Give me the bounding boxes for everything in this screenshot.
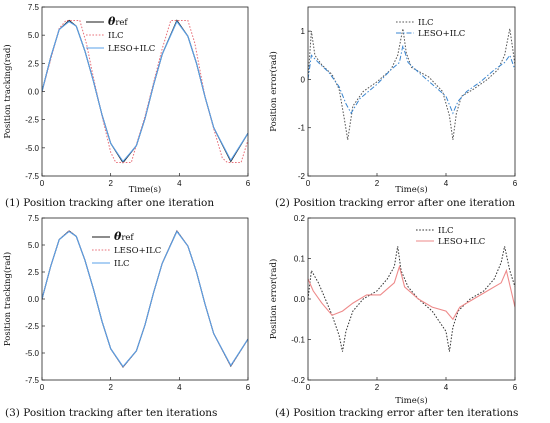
series-line-2	[308, 45, 515, 115]
x-tick-label: 0	[306, 383, 311, 392]
y-tick-label: -5.0	[25, 349, 39, 358]
series-line-1	[42, 19, 248, 164]
legend-label: θref	[108, 15, 128, 28]
x-axis-label: Time(s)	[395, 184, 427, 195]
series-line-2	[308, 264, 515, 321]
x-tick-label: 2	[108, 179, 113, 188]
x-tick-label: 4	[444, 383, 449, 392]
chart-panel-3: 0 2 4 6 7.5 5.0 2.5 0.0 -2.5 -5.0 -7.5 Position tra…	[2, 214, 251, 419]
series-line-1	[308, 246, 515, 352]
series-line-1	[308, 28, 515, 140]
y-tick-label: -1	[298, 124, 306, 133]
y-tick-label: 2.5	[28, 59, 40, 68]
y-tick-label: 7.5	[28, 214, 40, 223]
x-tick-label: 4	[177, 179, 182, 188]
y-tick-label: -2	[298, 172, 306, 181]
y-tick-label: 0.0	[28, 295, 40, 304]
y-tick-label: 5.0	[28, 31, 40, 40]
y-tick-label: -2.5	[25, 322, 39, 331]
panel-caption: (2) Position tracking error after one it…	[275, 197, 515, 209]
x-tick-label: 6	[246, 383, 251, 392]
y-tick-label: -7.5	[25, 172, 39, 181]
chart-panel-4: 0 2 4 6 0.2 0.1 0.0 -0.1 -0.2 Time(s) Position err…	[268, 214, 518, 419]
legend-label: ILC	[438, 226, 454, 236]
y-tick-label: -0.1	[291, 336, 305, 345]
legend-label: ILC	[418, 18, 434, 28]
y-axis-label: Position tracking(rad)	[2, 252, 13, 346]
y-axis-label: Position tracking(rad)	[2, 44, 13, 138]
y-tick-label: 0	[301, 75, 306, 84]
plot-frame	[41, 217, 249, 381]
chart-panel-1: 0 2 4 6 7.5 5.0 2.5 0.0 -2.5 -5.0 -7.5 Time(s) Posit…	[2, 3, 251, 209]
y-tick-label: 7.5	[28, 3, 40, 12]
plot-frame	[41, 6, 249, 177]
x-tick-label: 0	[306, 179, 311, 188]
y-tick-label: 0.2	[294, 214, 306, 223]
legend-label: LESO+ILC	[114, 246, 161, 256]
x-tick-label: 0	[40, 179, 45, 188]
y-axis-label: Position error(rad)	[268, 259, 279, 340]
y-axis-label: Position error(rad)	[268, 51, 279, 132]
x-tick-label: 6	[513, 179, 518, 188]
x-tick-label: 2	[375, 179, 380, 188]
y-tick-label: 0.0	[28, 88, 40, 97]
y-tick-label: -7.5	[25, 376, 39, 385]
x-tick-label: 6	[513, 383, 518, 392]
y-tick-label: -2.5	[25, 116, 39, 125]
series-line-3	[42, 20, 248, 163]
panel-caption: (1) Position tracking after one iteratio…	[5, 197, 214, 209]
x-axis-label: Time(s)	[395, 395, 427, 406]
series-line-2	[42, 20, 248, 163]
x-tick-label: 2	[108, 383, 113, 392]
chart-panel-2: 0 2 4 6 1 0 -1 -2 Time(s) Position error(rad) ILCL…	[268, 6, 518, 209]
y-tick-label: 1	[301, 27, 306, 36]
y-tick-label: 2.5	[28, 268, 40, 277]
legend-label: LESO+ILC	[418, 29, 465, 39]
x-tick-label: 4	[444, 179, 449, 188]
legend-label: LESO+ILC	[108, 44, 155, 54]
x-tick-label: 4	[177, 383, 182, 392]
y-tick-label: 5.0	[28, 241, 40, 250]
legend-label: ILC	[114, 259, 130, 269]
panel-caption: (3) Position tracking after ten iteratio…	[5, 407, 217, 419]
y-tick-label: -5.0	[25, 144, 39, 153]
legend-label: θref	[114, 230, 134, 243]
x-tick-label: 0	[40, 383, 45, 392]
legend-label: ILC	[108, 31, 124, 41]
y-tick-label: -0.2	[291, 376, 305, 385]
x-tick-label: 2	[375, 383, 380, 392]
x-axis-label: Time(s)	[129, 184, 161, 195]
plot-frame	[307, 6, 516, 177]
y-tick-label: 0.1	[294, 255, 306, 264]
y-tick-label: 0.0	[294, 295, 306, 304]
legend-label: LESO+ILC	[438, 237, 485, 247]
legend: θref LESO+ILC ILC	[92, 230, 161, 269]
legend: θref ILC LESO+ILC	[86, 15, 155, 54]
series-line-3	[42, 230, 248, 368]
panel-caption: (4) Position tracking error after ten it…	[275, 407, 518, 419]
x-tick-label: 6	[246, 179, 251, 188]
